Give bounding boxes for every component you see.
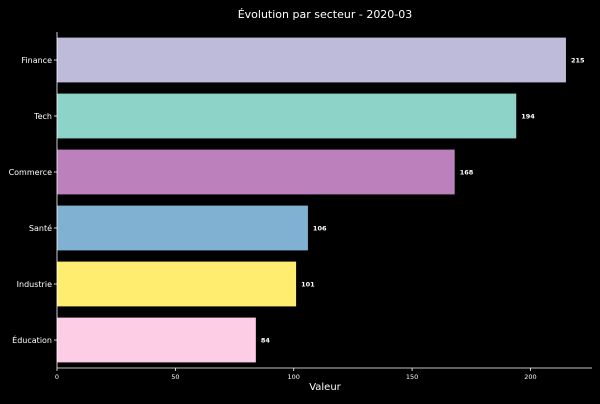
x-tick-label: 100 — [288, 373, 300, 381]
bar-value-label-finance: 215 — [571, 57, 585, 65]
x-tick-label: 50 — [171, 373, 179, 381]
y-tick-label-tech: Tech — [33, 112, 52, 121]
x-axis-label: Valeur — [309, 382, 341, 393]
bar-tech — [57, 93, 517, 139]
x-ticks: 0 50 100 150 200 — [55, 368, 537, 381]
x-tick-label: 0 — [55, 373, 59, 381]
bar-value-label-industrie: 101 — [301, 281, 315, 289]
chart-title: Évolution par secteur - 2020-03 — [238, 8, 413, 21]
x-tick-label: 200 — [524, 373, 536, 381]
y-tick-label-industrie: Industrie — [17, 280, 52, 289]
bar-value-label-tech: 194 — [521, 113, 535, 121]
bar-value-label-education: 84 — [261, 337, 271, 345]
bar-sante — [57, 205, 308, 251]
y-tick-labels: Finance Tech Commerce Santé Industrie Éducati… — [9, 56, 57, 345]
bar-value-label-sante: 106 — [313, 225, 327, 233]
y-tick-label-education: Éducation — [12, 334, 52, 345]
bar-value-label-commerce: 168 — [460, 169, 474, 177]
y-tick-label-commerce: Commerce — [9, 168, 53, 177]
bar-industrie — [57, 261, 297, 307]
bar-commerce — [57, 149, 455, 195]
bars-layer: 215 194 168 106 101 84 — [57, 37, 585, 363]
x-tick-label: 150 — [406, 373, 418, 381]
y-tick-label-sante: Santé — [29, 223, 52, 233]
bar-finance — [57, 37, 566, 83]
bar-education — [57, 317, 256, 363]
y-tick-label-finance: Finance — [21, 56, 52, 65]
